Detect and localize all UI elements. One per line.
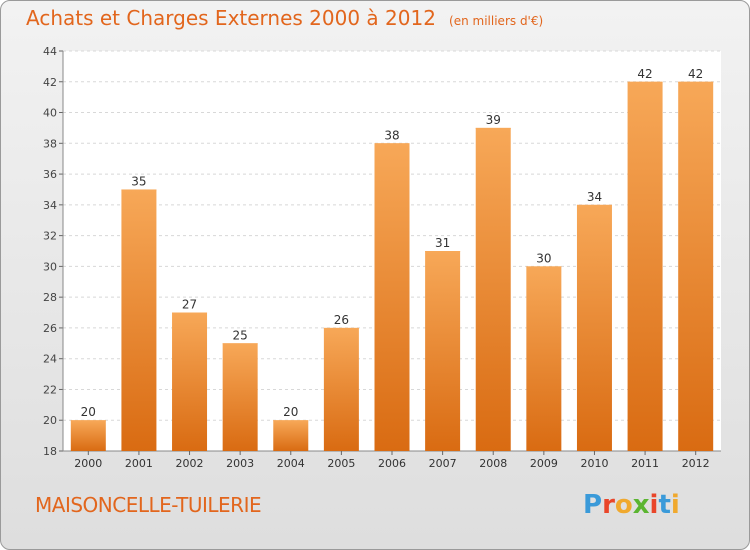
logo-letter: i bbox=[649, 490, 659, 520]
bar bbox=[526, 266, 562, 451]
y-tick-label: 22 bbox=[43, 383, 57, 396]
logo-letter: P bbox=[583, 490, 603, 520]
bar bbox=[627, 81, 663, 452]
bar-value-label: 26 bbox=[334, 313, 349, 327]
y-tick-label: 30 bbox=[43, 260, 57, 273]
x-tick-label: 2003 bbox=[226, 457, 254, 470]
y-tick-label: 18 bbox=[43, 445, 57, 458]
bar bbox=[273, 420, 309, 451]
logo-letter: o bbox=[614, 490, 633, 520]
x-tick-label: 2002 bbox=[176, 457, 204, 470]
bar-value-label: 39 bbox=[486, 113, 501, 127]
y-tick-label: 44 bbox=[43, 45, 57, 58]
y-tick-label: 38 bbox=[43, 137, 57, 150]
bar-value-label: 31 bbox=[435, 236, 450, 250]
bar-value-label: 42 bbox=[637, 67, 652, 81]
y-tick-label: 34 bbox=[43, 199, 57, 212]
y-tick-label: 20 bbox=[43, 414, 57, 427]
bar-value-label: 38 bbox=[384, 128, 399, 142]
proxiti-logo: Proxiti bbox=[583, 490, 680, 520]
bar bbox=[425, 251, 461, 451]
bar bbox=[323, 327, 359, 451]
y-tick-label: 26 bbox=[43, 322, 57, 335]
x-tick-label: 2000 bbox=[74, 457, 102, 470]
bar bbox=[172, 312, 208, 451]
y-tick-label: 36 bbox=[43, 168, 57, 181]
logo-letter: t bbox=[658, 490, 671, 520]
x-tick-label: 2010 bbox=[580, 457, 608, 470]
y-tick-label: 40 bbox=[43, 107, 57, 120]
bar-value-label: 25 bbox=[233, 328, 248, 342]
logo-letter: i bbox=[670, 490, 680, 520]
x-tick-label: 2006 bbox=[378, 457, 406, 470]
y-tick-label: 42 bbox=[43, 76, 57, 89]
logo-letter: x bbox=[632, 490, 650, 520]
bar-value-label: 20 bbox=[81, 405, 96, 419]
x-tick-label: 2011 bbox=[631, 457, 659, 470]
bar-value-label: 20 bbox=[283, 405, 298, 419]
logo-letter: r bbox=[602, 490, 615, 520]
bar bbox=[70, 420, 106, 451]
chart-unit: (en milliers d'€) bbox=[449, 14, 544, 28]
x-tick-label: 2001 bbox=[125, 457, 153, 470]
x-tick-label: 2008 bbox=[479, 457, 507, 470]
bar bbox=[475, 127, 511, 451]
chart-title: Achats et Charges Externes 2000 à 2012 bbox=[26, 6, 436, 30]
x-tick-label: 2005 bbox=[327, 457, 355, 470]
y-tick-label: 28 bbox=[43, 291, 57, 304]
commune-name: MAISONCELLE-TUILERIE bbox=[35, 493, 262, 517]
bar-value-label: 35 bbox=[131, 174, 146, 188]
bar bbox=[678, 81, 714, 452]
y-tick-label: 32 bbox=[43, 230, 57, 243]
x-tick-label: 2004 bbox=[277, 457, 305, 470]
bar bbox=[374, 143, 410, 452]
bar-value-label: 42 bbox=[688, 67, 703, 81]
x-tick-label: 2009 bbox=[530, 457, 558, 470]
x-tick-label: 2012 bbox=[682, 457, 710, 470]
y-tick-label: 24 bbox=[43, 353, 57, 366]
bar-value-label: 27 bbox=[182, 298, 197, 312]
title-line: Achats et Charges Externes 2000 à 2012 (… bbox=[26, 6, 543, 30]
bar bbox=[121, 189, 157, 451]
bar bbox=[222, 343, 258, 451]
bar-value-label: 30 bbox=[536, 251, 551, 265]
x-tick-label: 2007 bbox=[429, 457, 457, 470]
bar bbox=[576, 204, 612, 451]
bar-value-label: 34 bbox=[587, 190, 602, 204]
